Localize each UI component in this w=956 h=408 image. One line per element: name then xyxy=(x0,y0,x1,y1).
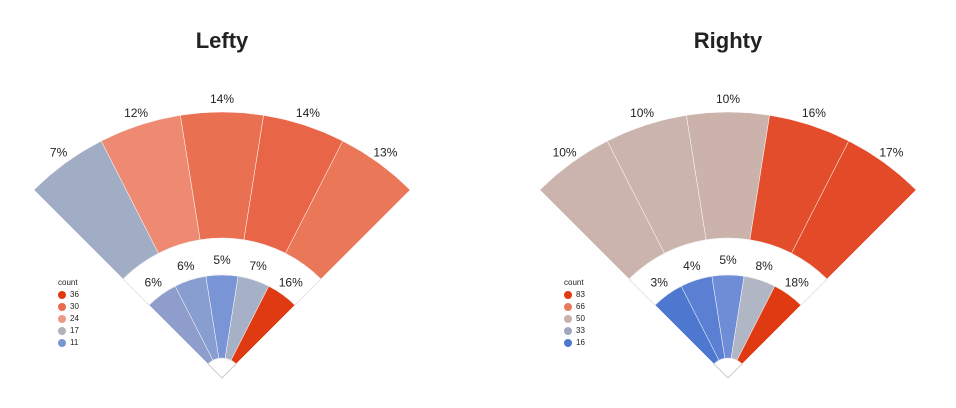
wedge-label: 8% xyxy=(755,259,773,273)
inner-wedge xyxy=(736,285,802,365)
wedge-label: 16% xyxy=(802,106,826,120)
apex xyxy=(713,357,743,379)
apex xyxy=(207,357,237,379)
inner-wedge xyxy=(230,285,296,365)
legend-title: count xyxy=(58,278,78,287)
legend-label: 30 xyxy=(70,302,79,311)
legend-label: 24 xyxy=(70,314,79,323)
wedge-label: 10% xyxy=(553,145,577,159)
wedge-label: 13% xyxy=(373,145,397,159)
wedge-label: 5% xyxy=(719,253,737,267)
wedge-label: 10% xyxy=(630,106,654,120)
legend-label: 17 xyxy=(70,326,79,335)
legend-label: 11 xyxy=(70,338,79,347)
legend-label: 36 xyxy=(70,290,79,299)
legend-swatch xyxy=(564,315,572,323)
chart-title: Lefty xyxy=(196,28,249,53)
wedge-label: 14% xyxy=(210,92,234,106)
wedge-label: 4% xyxy=(683,259,701,273)
outer-wedge xyxy=(791,140,917,280)
legend-swatch xyxy=(564,339,572,347)
legend-swatch xyxy=(58,327,66,335)
legend-label: 83 xyxy=(576,290,585,299)
wedge-label: 3% xyxy=(651,276,669,290)
legend-swatch xyxy=(58,315,66,323)
legend-label: 50 xyxy=(576,314,585,323)
legend-swatch xyxy=(58,339,66,347)
wedge-label: 16% xyxy=(279,276,303,290)
wedge-label: 18% xyxy=(785,276,809,290)
wedge-label: 6% xyxy=(177,259,195,273)
wedge-label: 17% xyxy=(879,145,903,159)
legend-label: 33 xyxy=(576,326,585,335)
legend-swatch xyxy=(58,303,66,311)
legend-label: 16 xyxy=(576,338,585,347)
outer-wedge xyxy=(285,140,411,280)
legend-label: 66 xyxy=(576,302,585,311)
wedge-label: 6% xyxy=(145,276,163,290)
legend-swatch xyxy=(564,303,572,311)
wedge-label: 12% xyxy=(124,106,148,120)
wedge-label: 7% xyxy=(50,145,68,159)
chart-title: Righty xyxy=(694,28,763,53)
wedge-label: 7% xyxy=(249,259,267,273)
wedge-label: 14% xyxy=(296,106,320,120)
legend-swatch xyxy=(564,291,572,299)
wedge-label: 5% xyxy=(213,253,231,267)
legend-title: count xyxy=(564,278,584,287)
legend-swatch xyxy=(564,327,572,335)
wedge-label: 10% xyxy=(716,92,740,106)
legend-swatch xyxy=(58,291,66,299)
